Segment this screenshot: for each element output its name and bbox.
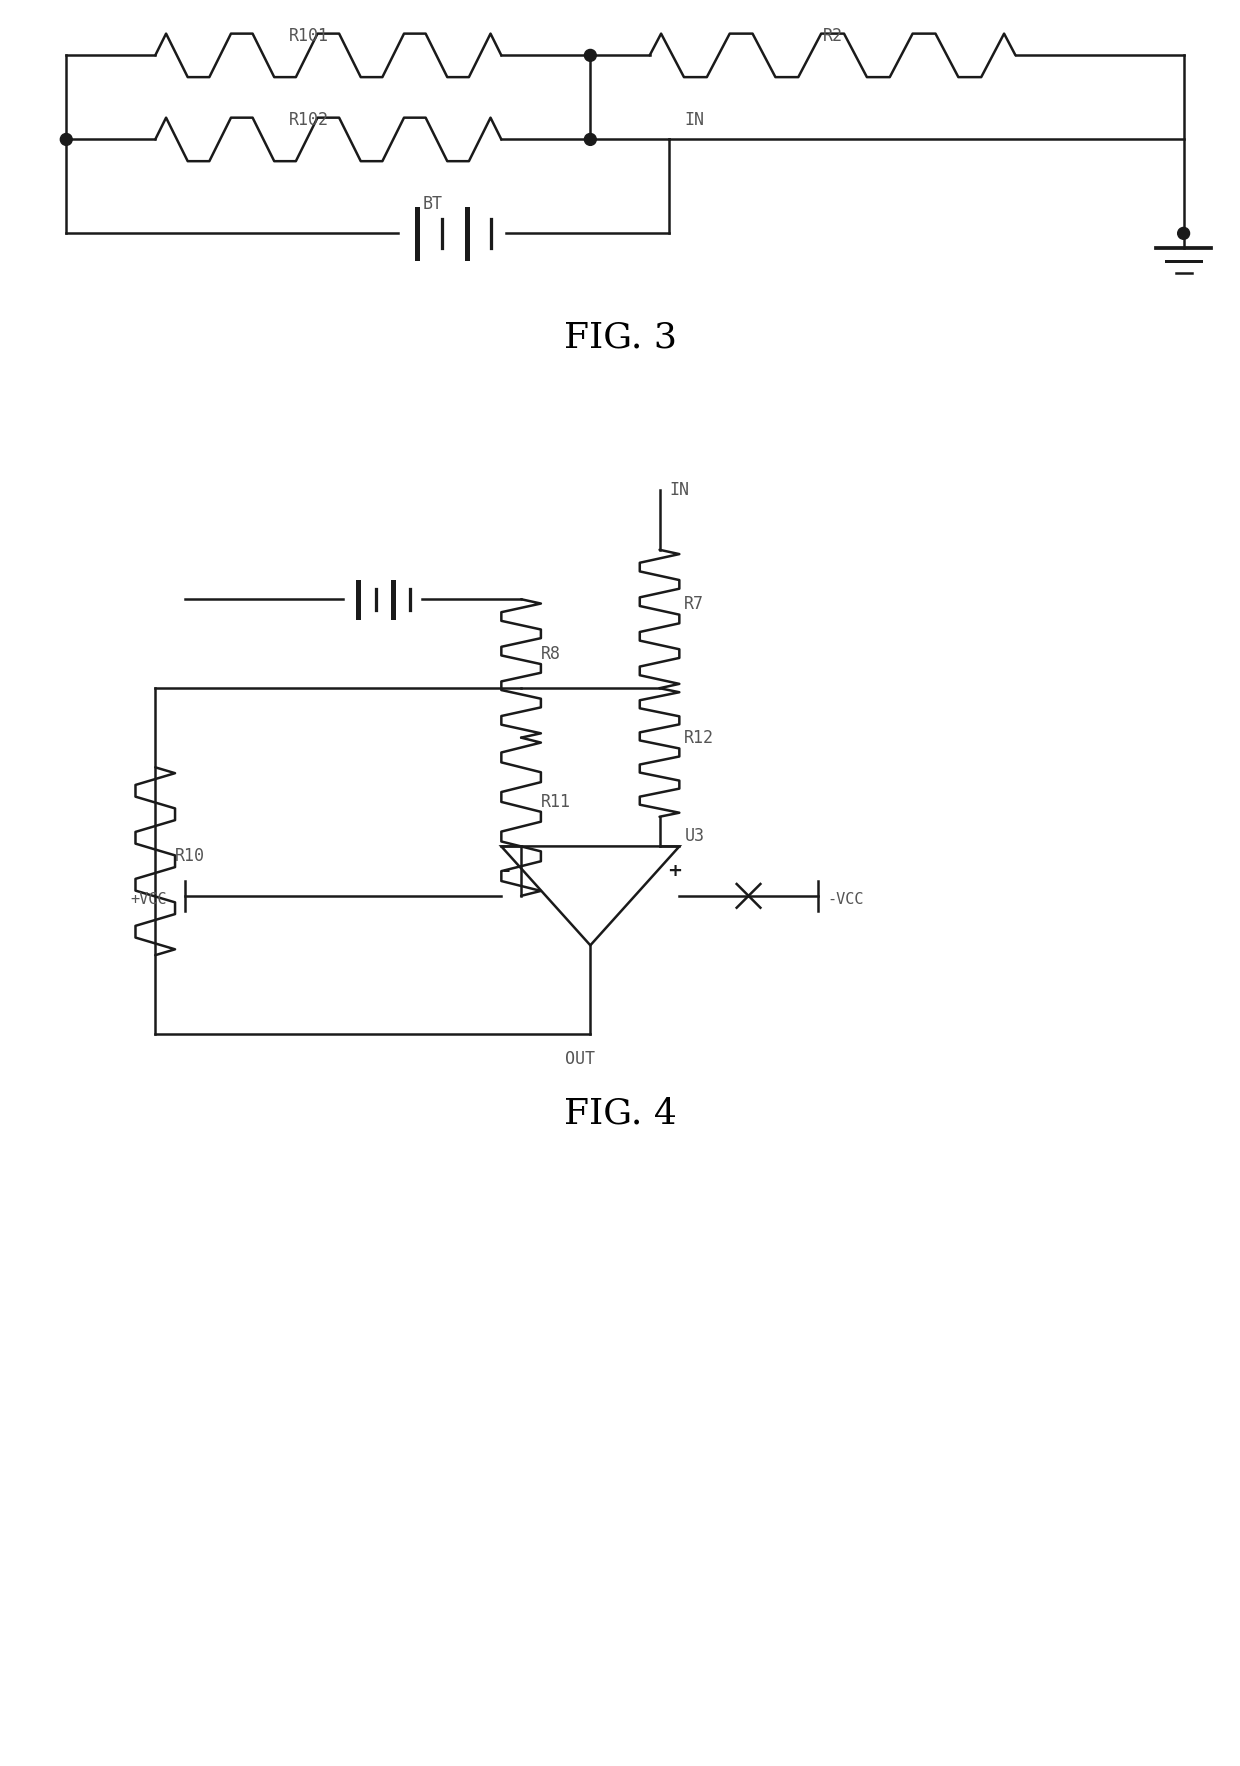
Circle shape <box>1178 228 1189 238</box>
Text: +VCC: +VCC <box>130 892 167 906</box>
Text: -: - <box>502 862 510 879</box>
Circle shape <box>584 49 596 62</box>
Text: BT: BT <box>423 194 443 212</box>
Text: R10: R10 <box>175 848 205 865</box>
Text: R102: R102 <box>289 111 329 129</box>
Circle shape <box>61 134 72 145</box>
Text: R7: R7 <box>684 595 704 613</box>
Text: IN: IN <box>670 482 689 500</box>
Text: R11: R11 <box>541 793 570 811</box>
Text: R12: R12 <box>684 729 714 747</box>
Text: +: + <box>667 862 682 879</box>
Text: R2: R2 <box>822 26 843 44</box>
Text: FIG. 4: FIG. 4 <box>563 1097 677 1130</box>
Text: OUT: OUT <box>565 1051 595 1068</box>
Text: R101: R101 <box>289 26 329 44</box>
Text: R8: R8 <box>541 645 560 662</box>
Text: U3: U3 <box>684 828 704 846</box>
Text: FIG. 3: FIG. 3 <box>563 320 677 355</box>
Text: -VCC: -VCC <box>827 892 864 906</box>
Text: IN: IN <box>684 111 704 129</box>
Circle shape <box>584 134 596 145</box>
